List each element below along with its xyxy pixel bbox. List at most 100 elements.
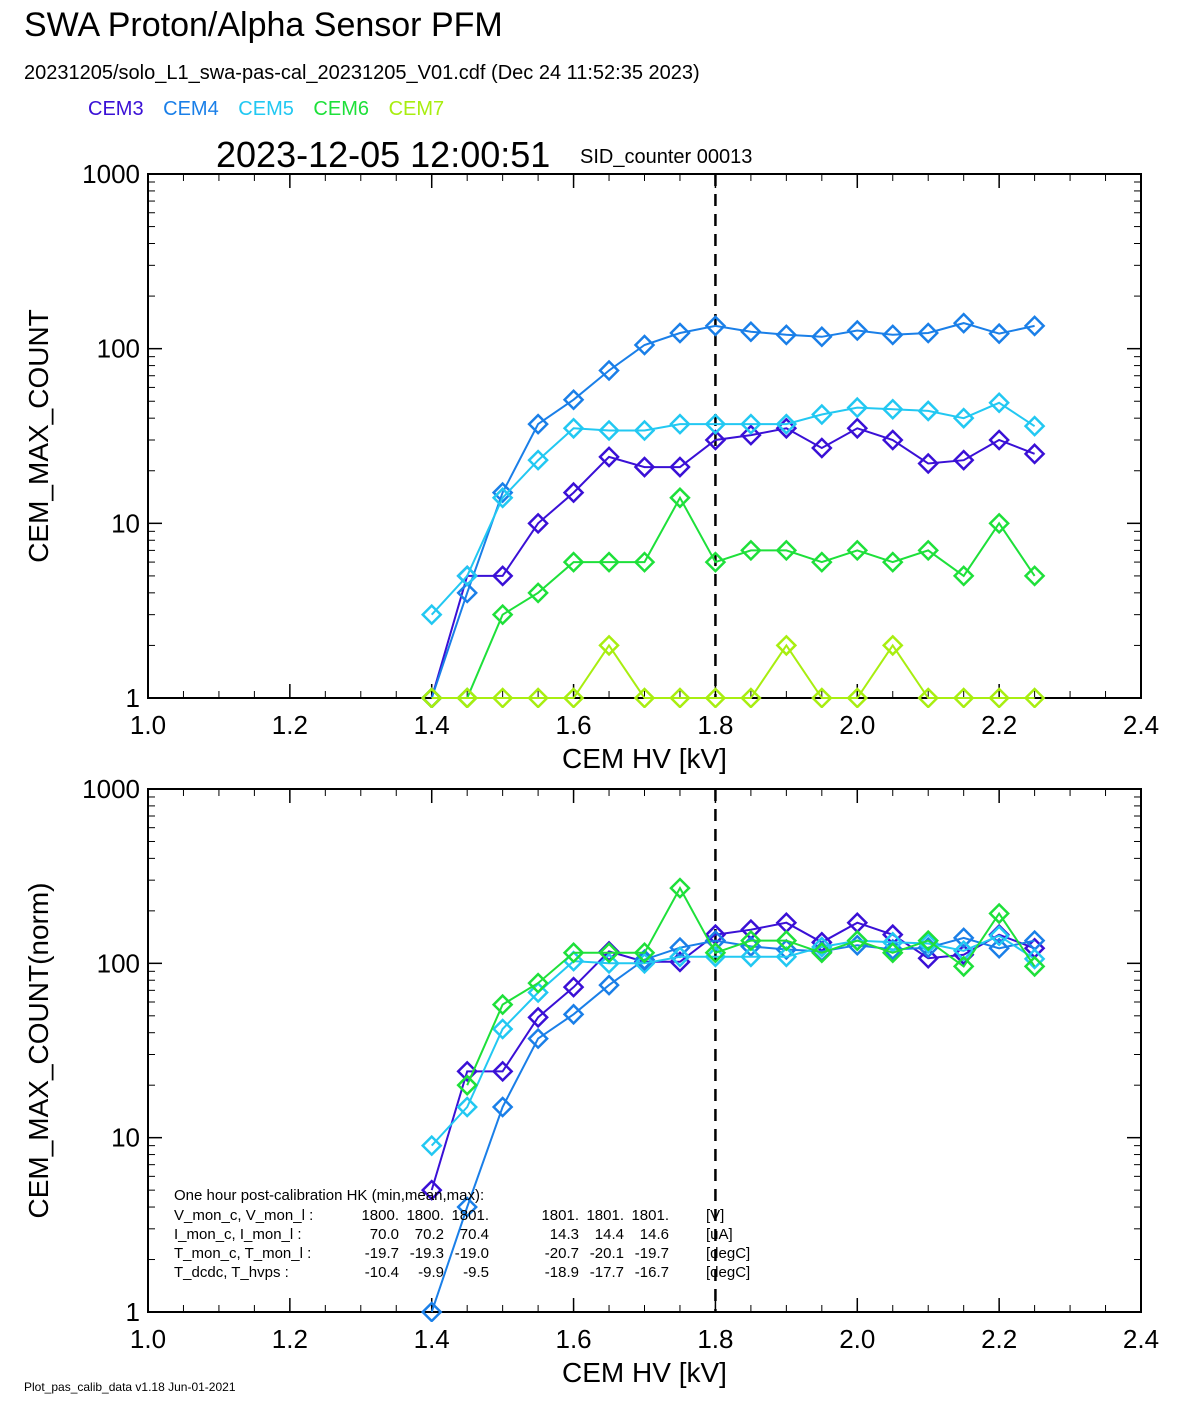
series-line-cem7 (431, 643, 1035, 699)
data-point-cem7 (846, 687, 869, 708)
data-point-cem5 (633, 952, 656, 975)
x-tick-label: 1.0 (130, 1324, 166, 1354)
data-point-cem5 (669, 413, 691, 435)
data-point-cem4 (740, 320, 762, 343)
data-point-cem3 (420, 1179, 443, 1201)
y-tick-label: 1000 (82, 159, 140, 189)
data-point-cem5 (775, 413, 798, 435)
annotation-value: -10.4 (365, 1264, 399, 1281)
annotation-value: -9.9 (418, 1264, 444, 1281)
y-tick-label: 1000 (82, 774, 140, 804)
data-point-cem5 (562, 417, 585, 440)
data-point-cem7 (420, 687, 443, 708)
data-point-cem3 (917, 947, 939, 969)
data-point-cem3 (811, 437, 833, 459)
data-point-cem6 (669, 877, 691, 899)
data-point-cem3 (740, 424, 762, 446)
data-point-cem6 (527, 582, 549, 604)
data-point-cem6 (881, 551, 904, 573)
annotation-value: 1800. (361, 1207, 399, 1224)
data-point-cem4 (952, 927, 975, 949)
y-tick-label: 100 (97, 334, 140, 364)
x-tick-label: 2.4 (1123, 710, 1159, 740)
data-point-cem7 (669, 687, 691, 708)
annotation-label: I_mon_c, I_mon_l : (174, 1226, 302, 1243)
data-point-cem3 (598, 446, 620, 468)
data-point-cem5 (811, 936, 833, 958)
data-point-cem4 (775, 938, 798, 961)
data-point-cem4 (1023, 315, 1046, 337)
annotation-heading: One hour post-calibration HK (min,mean,m… (174, 1187, 484, 1204)
x-tick-label: 1.2 (272, 1324, 308, 1354)
data-point-cem4 (491, 1096, 514, 1118)
data-point-cem5 (881, 931, 904, 954)
data-point-cem6 (775, 929, 798, 952)
data-point-cem5 (704, 946, 727, 968)
data-point-cem4 (562, 1003, 585, 1026)
annotation-value: -20.1 (590, 1245, 624, 1262)
data-point-cem6 (1023, 955, 1046, 978)
annotation-unit: [V] (706, 1207, 724, 1224)
data-point-cem5 (811, 403, 833, 426)
series-line-cem3 (430, 427, 1035, 699)
legend-cem3: CEM3 (88, 98, 144, 120)
annotation-value: 70.2 (415, 1226, 444, 1243)
data-point-cem5 (633, 419, 656, 442)
data-point-cem7 (775, 634, 798, 657)
series-line-cem5 (430, 401, 1036, 616)
data-point-cem7 (491, 687, 514, 708)
data-point-cem7 (562, 687, 585, 708)
annotation-value: 1801. (586, 1207, 624, 1224)
y-axis-label: CEM_MAX_COUNT(norm) (23, 882, 54, 1218)
data-point-cem6 (988, 902, 1010, 925)
y-tick-label: 1 (126, 683, 140, 713)
data-point-cem7 (527, 687, 549, 708)
data-point-cem7 (988, 687, 1010, 708)
data-point-cem4 (562, 388, 585, 411)
footer-version: Plot_pas_calib_data v1.18 Jun-01-2021 (24, 1380, 236, 1394)
x-axis-label: CEM HV [kV] (562, 743, 727, 774)
data-point-cem4 (456, 1196, 478, 1218)
data-point-cem5 (988, 392, 1010, 414)
annotation-label: V_mon_c, V_mon_l : (174, 1207, 313, 1224)
data-point-cem6 (669, 487, 691, 509)
data-point-cem5 (491, 1018, 514, 1040)
x-tick-label: 2.4 (1123, 1324, 1159, 1354)
annotation-value: 14.4 (595, 1226, 624, 1243)
annotation-value: -19.0 (455, 1245, 489, 1262)
legend: CEM3 CEM4 CEM5 CEM6 CEM7 (88, 98, 458, 121)
timestamp: 2023-12-05 12:00:51 (216, 134, 551, 175)
data-point-cem5 (952, 407, 975, 429)
data-point-cem6 (917, 539, 939, 562)
series-line-cem3 (430, 921, 1035, 1191)
annotation-value: 1800. (406, 1207, 444, 1224)
data-point-cem3 (491, 565, 514, 587)
data-point-cem3 (491, 1060, 514, 1083)
data-point-cem5 (740, 946, 762, 968)
legend-cem4: CEM4 (163, 98, 219, 120)
data-point-cem3 (633, 456, 656, 478)
data-point-cem6 (811, 941, 833, 964)
x-tick-label: 2.2 (981, 1324, 1017, 1354)
data-point-cem5 (669, 946, 691, 968)
data-point-cem7 (917, 687, 939, 708)
data-point-cem4 (917, 322, 939, 344)
data-point-cem4 (633, 334, 656, 356)
data-point-cem7 (740, 687, 762, 708)
data-point-cem6 (704, 551, 727, 573)
data-point-cem7 (633, 687, 656, 708)
data-point-cem3 (881, 429, 904, 451)
data-point-cem6 (491, 993, 514, 1016)
annotation-value: 1801. (631, 1207, 669, 1224)
data-point-cem6 (775, 539, 798, 562)
page-title: SWA Proton/Alpha Sensor PFM (24, 6, 503, 44)
annotation-value: 14.6 (640, 1226, 669, 1243)
data-point-cem6 (598, 551, 620, 573)
x-tick-label: 1.2 (272, 710, 308, 740)
data-point-cem6 (740, 929, 762, 952)
data-point-cem6 (917, 929, 939, 952)
data-point-cem3 (775, 417, 798, 440)
data-point-cem5 (917, 400, 939, 422)
data-point-cem3 (562, 976, 585, 998)
data-point-cem5 (917, 932, 939, 955)
